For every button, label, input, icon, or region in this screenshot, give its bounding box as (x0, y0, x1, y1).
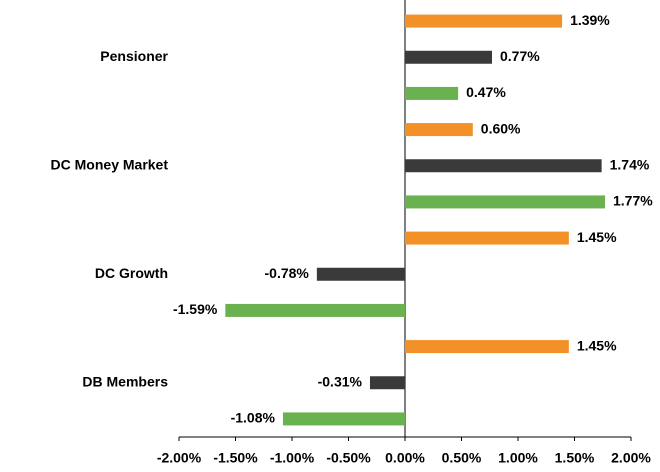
category-label: DC Money Market (51, 156, 169, 172)
value-label: 1.77% (613, 193, 653, 209)
bar (405, 14, 563, 28)
bar (369, 376, 405, 390)
value-label: 0.60% (481, 120, 521, 136)
value-label: 1.74% (610, 156, 650, 172)
value-label: -1.59% (173, 301, 218, 317)
x-tick-label: 0.00% (385, 450, 425, 466)
x-tick-label: 1.00% (498, 450, 538, 466)
x-tick-label: -1.00% (270, 450, 315, 466)
bar (225, 303, 405, 317)
x-tick-label: 2.00% (611, 450, 651, 466)
x-tick-label: 0.50% (442, 450, 482, 466)
value-label: 0.47% (466, 84, 506, 100)
value-label: -0.78% (265, 265, 310, 281)
category-label: DB Members (82, 373, 168, 389)
bar (405, 231, 569, 245)
value-label: 1.45% (577, 229, 617, 245)
bar (282, 412, 405, 426)
bar (405, 50, 493, 64)
value-label: 1.39% (570, 12, 610, 28)
bar (405, 195, 606, 209)
bar (405, 340, 569, 354)
value-label: 1.45% (577, 337, 617, 353)
bar (316, 267, 405, 281)
value-label: -1.08% (231, 410, 276, 426)
value-label: -0.31% (318, 373, 363, 389)
x-tick-label: -0.50% (326, 450, 371, 466)
category-label: DC Growth (95, 265, 168, 281)
value-label: 0.77% (500, 48, 540, 64)
x-tick-label: 1.50% (555, 450, 595, 466)
x-tick-label: -1.50% (213, 450, 258, 466)
category-label: Pensioner (100, 48, 168, 64)
x-tick-label: -2.00% (157, 450, 202, 466)
bar (405, 159, 602, 173)
bar (405, 86, 459, 100)
bar (405, 123, 473, 137)
